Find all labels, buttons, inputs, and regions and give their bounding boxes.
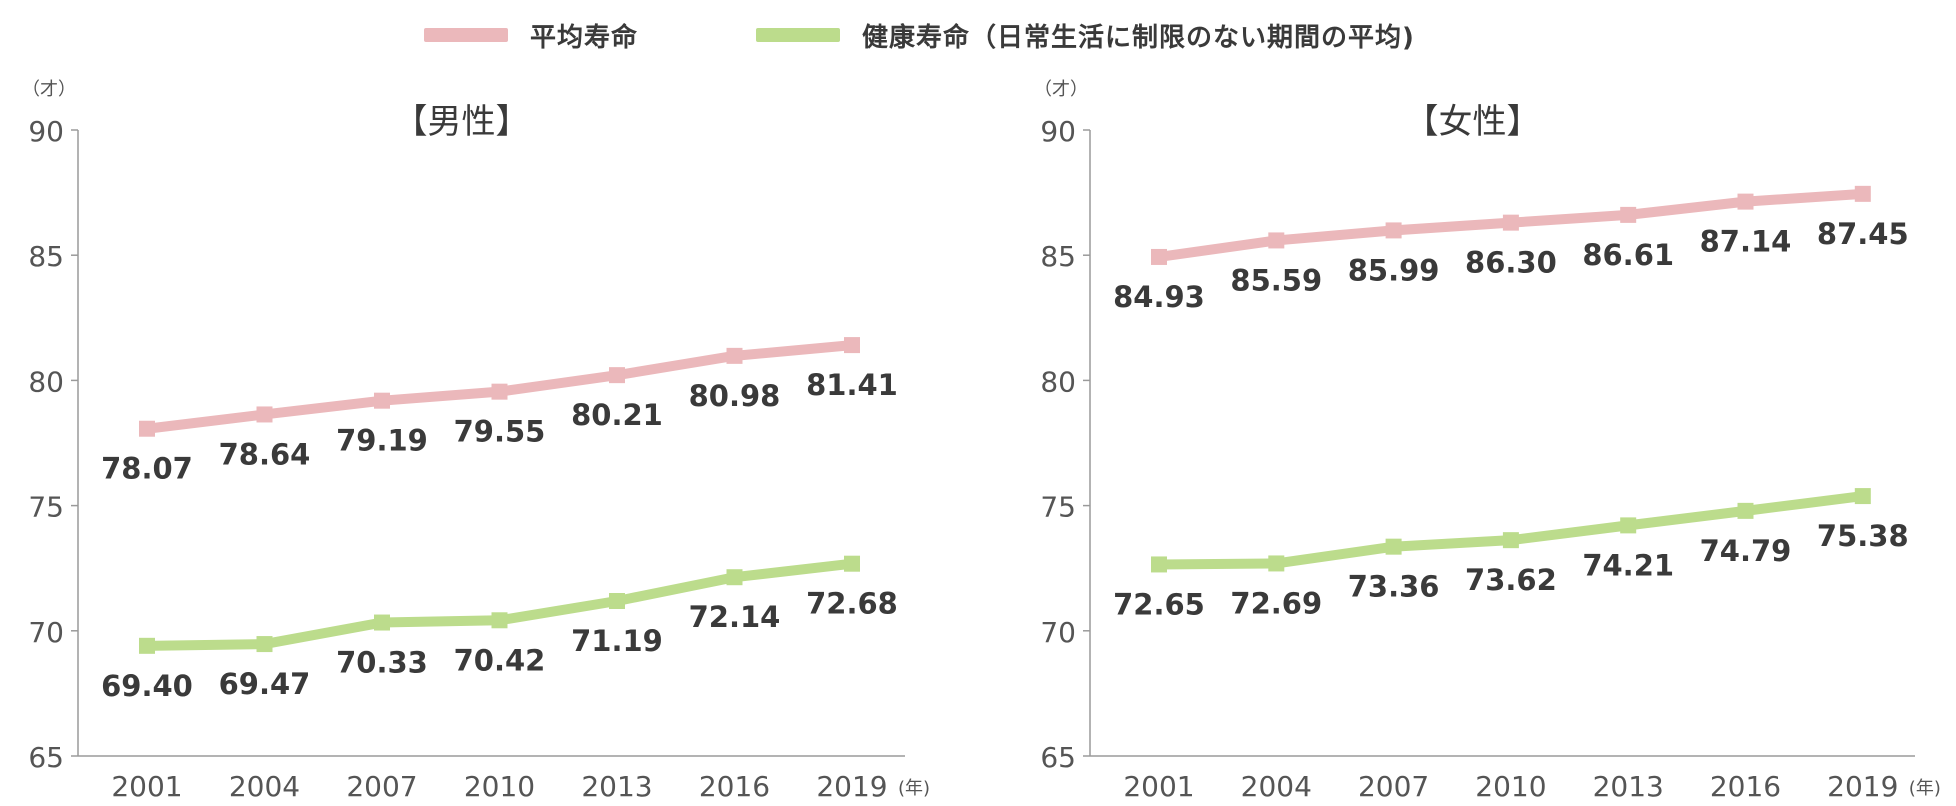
male-series-life-expectancy-point [844, 337, 860, 354]
female-x-tick-label: 2007 [1358, 770, 1429, 803]
female-x-tick-label: 2016 [1710, 770, 1781, 803]
female-x-tick-label: 2010 [1475, 770, 1546, 803]
legend-item-healthy-life: 健康寿命（日常生活に制限のない期間の平均) [756, 10, 1415, 60]
female-series-life-expectancy-point [1502, 214, 1519, 231]
female-series-life-expectancy-point [1268, 232, 1285, 249]
male-y-axis-unit: （才） [22, 79, 76, 100]
legend-swatch-healthy-life [756, 28, 840, 42]
male-series-life-expectancy-point [609, 367, 625, 384]
male-series-life-expectancy-data-label: 79.55 [454, 415, 546, 449]
female-y-tick-label: 75 [1040, 491, 1076, 524]
male-series-life-expectancy-point [256, 406, 273, 423]
female-x-tick-label: 2019 [1827, 770, 1898, 803]
female-series-life-expectancy-data-label: 86.61 [1582, 238, 1674, 272]
male-series-healthy-life-data-label: 69.47 [219, 667, 311, 701]
male-series-healthy-life-point [844, 555, 860, 572]
female-series-life-expectancy-data-label: 87.14 [1700, 225, 1792, 259]
male-series-life-expectancy-point [374, 392, 390, 409]
male-y-tick-label: 85 [28, 240, 64, 273]
male-y-tick-label: 90 [28, 115, 64, 148]
male-y-tick-label: 70 [28, 616, 64, 649]
male-chart-title: 【男性】 [394, 102, 530, 142]
female-y-tick-label: 85 [1040, 240, 1076, 273]
female-y-tick-label: 65 [1040, 741, 1076, 774]
female-y-tick-label: 70 [1040, 616, 1076, 649]
male-x-tick-label: 2004 [229, 770, 300, 803]
female-x-tick-label: 2013 [1593, 770, 1664, 803]
female-y-axis-unit: （才） [1034, 79, 1088, 100]
female-series-life-expectancy-data-label: 87.45 [1817, 217, 1909, 251]
male-series-healthy-life-point [374, 614, 390, 631]
male-series-healthy-life-point [609, 593, 625, 610]
male-series-healthy-life-point [256, 636, 273, 653]
female-series-healthy-life-point [1385, 538, 1402, 555]
male-series-life-expectancy-point [139, 420, 155, 437]
female-series-life-expectancy-point [1620, 206, 1637, 223]
male-x-tick-label: 2016 [699, 770, 770, 803]
female-series-life-expectancy-data-label: 85.99 [1348, 253, 1440, 287]
legend-label-life-expectancy: 平均寿命 [530, 22, 639, 53]
male-y-tick-label: 65 [28, 741, 64, 774]
male-series-life-expectancy-data-label: 78.64 [219, 437, 311, 471]
female-series-life-expectancy-point [1854, 185, 1871, 202]
male-series-healthy-life-point [139, 637, 155, 654]
male-series-life-expectancy-data-label: 78.07 [101, 452, 193, 486]
female-series-healthy-life-data-label: 73.62 [1465, 563, 1557, 597]
male-series-healthy-life-data-label: 70.33 [336, 646, 428, 680]
female-series-life-expectancy-data-label: 84.93 [1113, 280, 1205, 314]
female-series-life-expectancy-point [1737, 193, 1754, 210]
legend: 平均寿命 健康寿命（日常生活に制限のない期間の平均) [0, 10, 1956, 60]
female-series-healthy-life-data-label: 74.79 [1700, 534, 1792, 568]
male-x-tick-label: 2019 [816, 770, 887, 803]
female-x-axis-unit: (年) [1909, 778, 1941, 799]
male-series-healthy-life-data-label: 70.42 [454, 643, 546, 677]
male-x-tick-label: 2007 [346, 770, 417, 803]
male-y-tick-label: 80 [28, 365, 64, 398]
male-x-tick-label: 2013 [581, 770, 652, 803]
female-series-healthy-life-point [1737, 502, 1754, 519]
legend-item-life-expectancy: 平均寿命 [424, 10, 638, 60]
female-series-life-expectancy-point [1151, 248, 1167, 265]
female-series-life-expectancy-point [1385, 222, 1402, 239]
male-series-healthy-life-point [491, 612, 508, 629]
female-x-tick-label: 2004 [1241, 770, 1312, 803]
female-chart-title: 【女性】 [1405, 102, 1541, 142]
female-y-tick-label: 90 [1040, 115, 1076, 148]
male-series-life-expectancy-data-label: 79.19 [336, 424, 428, 458]
male-series-life-expectancy-data-label: 80.98 [689, 379, 781, 413]
female-series-life-expectancy-data-label: 85.59 [1230, 263, 1322, 297]
female-series-life-expectancy-data-label: 86.30 [1465, 246, 1557, 280]
male-series-life-expectancy-point [726, 347, 743, 364]
female-series-healthy-life-data-label: 72.69 [1230, 586, 1322, 620]
legend-label-healthy-life: 健康寿命（日常生活に制限のない期間の平均) [862, 22, 1415, 53]
female-series-healthy-life-point [1268, 555, 1285, 572]
female-series-healthy-life-point [1502, 532, 1519, 549]
female-series-healthy-life-point [1854, 488, 1871, 505]
male-series-healthy-life-data-label: 72.14 [689, 600, 781, 634]
male-y-tick-label: 75 [28, 491, 64, 524]
male-series-healthy-life-data-label: 71.19 [571, 624, 663, 658]
male-x-tick-label: 2001 [111, 770, 182, 803]
female-series-healthy-life-point [1620, 517, 1637, 534]
female-x-tick-label: 2001 [1123, 770, 1194, 803]
female-series-healthy-life-data-label: 75.38 [1817, 519, 1909, 553]
male-series-healthy-life-data-label: 69.40 [101, 669, 193, 703]
male-series-healthy-life-point [726, 569, 743, 586]
female-series-healthy-life-data-label: 73.36 [1348, 570, 1440, 604]
female-series-healthy-life-data-label: 74.21 [1582, 548, 1674, 582]
female-series-healthy-life-data-label: 72.65 [1113, 587, 1205, 621]
male-x-tick-label: 2010 [464, 770, 535, 803]
female-y-tick-label: 80 [1040, 365, 1076, 398]
male-series-life-expectancy-point [491, 383, 508, 400]
male-series-healthy-life-data-label: 72.68 [806, 587, 898, 621]
male-series-life-expectancy-data-label: 81.41 [806, 368, 898, 402]
female-series-healthy-life-point [1151, 556, 1167, 573]
male-series-life-expectancy-data-label: 80.21 [571, 398, 663, 432]
legend-swatch-life-expectancy [424, 28, 508, 42]
male-x-axis-unit: (年) [898, 778, 930, 799]
